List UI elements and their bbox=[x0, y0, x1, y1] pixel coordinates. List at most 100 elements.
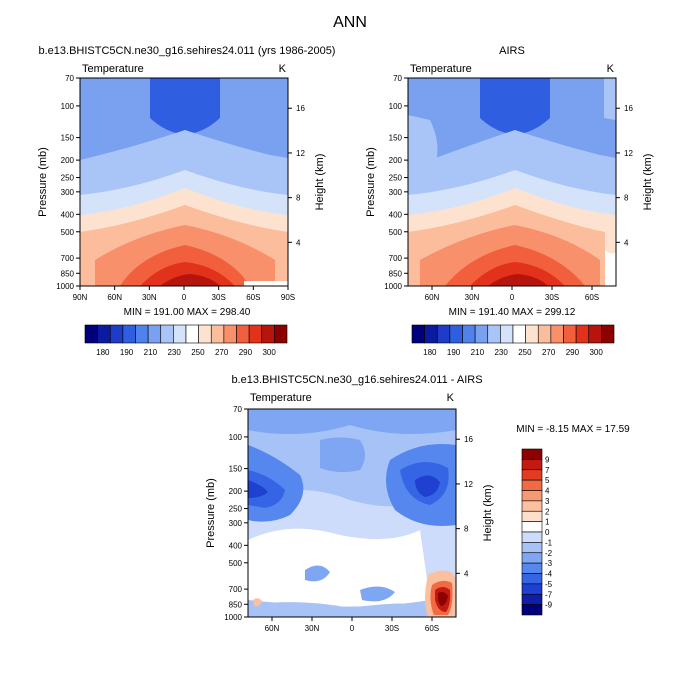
y-tick-label: 850 bbox=[61, 269, 75, 278]
height-tick-label: 12 bbox=[624, 149, 633, 158]
colorbar-swatch bbox=[436, 324, 451, 344]
y-tick-label: 150 bbox=[389, 134, 403, 143]
colorbar-label: 3 bbox=[545, 497, 550, 506]
x-tick-label: 30S bbox=[212, 293, 226, 302]
y-tick-label: 500 bbox=[229, 559, 243, 568]
colorbar-label: 210 bbox=[144, 348, 158, 357]
y-tick-label: 500 bbox=[389, 228, 403, 237]
y-tick-label: 700 bbox=[389, 254, 403, 263]
colorbar-label: 270 bbox=[215, 348, 229, 357]
x-tick-label: 30N bbox=[142, 293, 157, 302]
colorbar-swatch bbox=[261, 324, 275, 344]
y-tick-label: 300 bbox=[61, 188, 75, 197]
panel-model-colorbar: 180 190 210 230 250 270 290 300 bbox=[84, 324, 288, 357]
panel-diff-title: b.e13.BHISTC5CN.ne30_g16.sehires24.011 -… bbox=[231, 374, 482, 386]
colorbar-label: 270 bbox=[542, 348, 556, 357]
panel-diff-minmax: MIN = -8.15 MAX = 17.59 bbox=[516, 424, 630, 435]
colorbar-label: 300 bbox=[262, 348, 276, 357]
height-tick-label: 4 bbox=[624, 238, 629, 247]
y-tick-label: 1000 bbox=[224, 613, 242, 622]
panel-diff-units: K bbox=[447, 392, 455, 404]
y-tick-label: 70 bbox=[393, 74, 402, 83]
colorbar-label: 180 bbox=[423, 348, 437, 357]
panel-model-units: K bbox=[279, 63, 287, 75]
colorbar-swatch bbox=[521, 459, 543, 471]
y-tick-label: 400 bbox=[61, 210, 75, 219]
panel-diff-axes: 70 100 150 200 250 300 400 500 700 850 1000 60N 30N 0… bbox=[224, 405, 473, 633]
colorbar-label: 0 bbox=[545, 528, 550, 537]
y-tick-label: 500 bbox=[61, 228, 75, 237]
panel-obs-ylabel: Pressure (mb) bbox=[365, 147, 377, 217]
panel-model-left-label: Temperature bbox=[82, 63, 144, 75]
diff-band-west-center bbox=[248, 480, 268, 498]
height-tick-label: 8 bbox=[624, 194, 629, 203]
colorbar-label: 210 bbox=[471, 348, 485, 357]
colorbar-label: -9 bbox=[545, 601, 553, 610]
panel-model-field bbox=[80, 78, 288, 286]
panel-obs-axes: 70 100 150 200 250 300 400 500 700 850 1000 60N 30N 0… bbox=[384, 74, 633, 302]
field-band-298 bbox=[488, 274, 548, 286]
y-tick-label: 200 bbox=[389, 156, 403, 165]
x-tick-label: 30N bbox=[305, 624, 320, 633]
page-title: ANN bbox=[333, 14, 367, 31]
y-tick-label: 150 bbox=[61, 134, 75, 143]
x-tick-label: 60N bbox=[265, 624, 280, 633]
y-tick-label: 200 bbox=[61, 156, 75, 165]
height-tick-label: 16 bbox=[624, 104, 633, 113]
colorbar-swatch bbox=[198, 324, 212, 344]
colorbar-swatch bbox=[223, 324, 237, 344]
field-missing-antarctica bbox=[244, 281, 288, 286]
colorbar-label: 1 bbox=[545, 518, 550, 527]
colorbar-label: 250 bbox=[518, 348, 532, 357]
colorbar-label: -7 bbox=[545, 590, 553, 599]
height-tick-label: 4 bbox=[464, 569, 469, 578]
colorbar-swatch bbox=[537, 324, 552, 344]
colorbar-swatch bbox=[563, 324, 577, 344]
colorbar-swatch bbox=[521, 490, 543, 502]
colorbar-swatch bbox=[173, 324, 187, 344]
colorbar-label: -5 bbox=[545, 580, 553, 589]
colorbar-swatch bbox=[521, 469, 543, 481]
x-tick-label: 60S bbox=[246, 293, 260, 302]
field-band-pole-south bbox=[604, 78, 616, 120]
panel-obs-ylabel-right: Height (km) bbox=[642, 154, 654, 211]
colorbar-label: 9 bbox=[545, 455, 550, 464]
panel-diff-ylabel-right: Height (km) bbox=[482, 485, 494, 542]
height-tick-label: 16 bbox=[464, 435, 473, 444]
panel-diff: b.e13.BHISTC5CN.ne30_g16.sehires24.011 -… bbox=[205, 374, 630, 633]
y-tick-label: 100 bbox=[61, 102, 75, 111]
panel-model-title: b.e13.BHISTC5CN.ne30_g16.sehires24.011 (… bbox=[39, 45, 336, 57]
colorbar-label: 2 bbox=[545, 507, 550, 516]
colorbar-label: -3 bbox=[545, 559, 553, 568]
y-tick-label: 1000 bbox=[56, 282, 74, 291]
field-band-tropopause-cold bbox=[150, 78, 220, 134]
panel-diff-left-label: Temperature bbox=[250, 392, 312, 404]
height-tick-label: 4 bbox=[296, 238, 301, 247]
x-tick-label: 30N bbox=[465, 293, 480, 302]
diff-band-zero-low bbox=[248, 528, 430, 607]
diff-band-tropics bbox=[320, 437, 365, 473]
x-tick-label: 90S bbox=[281, 293, 295, 302]
panel-obs-left-label: Temperature bbox=[410, 63, 472, 75]
colorbar-swatch bbox=[525, 324, 539, 344]
panel-model: b.e13.BHISTC5CN.ne30_g16.sehires24.011 (… bbox=[37, 45, 335, 357]
y-tick-label: 250 bbox=[229, 505, 243, 514]
y-tick-label: 300 bbox=[229, 519, 243, 528]
colorbar-swatch bbox=[521, 604, 543, 616]
colorbar-label: -1 bbox=[545, 538, 553, 547]
colorbar-swatch bbox=[588, 324, 602, 344]
colorbar-swatch bbox=[135, 324, 149, 344]
panel-model-minmax: MIN = 191.00 MAX = 298.40 bbox=[124, 307, 251, 318]
colorbar-label: 5 bbox=[545, 476, 550, 485]
diff-band-warm-4 bbox=[437, 592, 448, 606]
colorbar-swatch bbox=[521, 521, 543, 533]
y-tick-label: 700 bbox=[61, 254, 75, 263]
diff-band-lower-blob-1 bbox=[305, 565, 330, 582]
x-tick-label: 0 bbox=[350, 624, 355, 633]
panel-obs-colorbar: 180 190 210 230 250 270 290 300 bbox=[411, 324, 615, 357]
colorbar-swatch bbox=[521, 500, 543, 512]
x-tick-label: 30S bbox=[545, 293, 559, 302]
colorbar-swatch bbox=[575, 324, 590, 344]
x-tick-label: 0 bbox=[182, 293, 187, 302]
